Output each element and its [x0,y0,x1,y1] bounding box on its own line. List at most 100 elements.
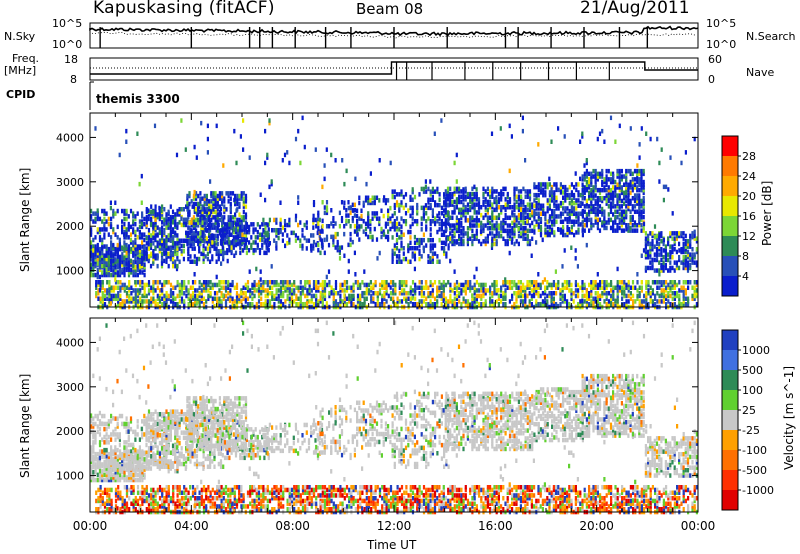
range-cell [103,256,106,261]
range-cell [112,267,115,273]
range-cell [588,185,591,190]
range-cell [431,189,434,194]
range-cell [400,288,404,293]
range-cell [240,191,243,196]
range-cell [307,238,311,243]
range-cell [603,179,606,185]
range-cell [150,204,153,209]
range-cell [596,282,599,288]
range-cell [590,209,593,214]
range-cell [673,291,676,296]
range-cell [653,257,656,263]
range-cell [436,189,439,194]
range-cell [420,205,423,211]
range-cell [160,288,163,293]
range-cell [265,242,268,248]
range-cell [176,254,179,259]
range-cell [103,288,107,293]
range-cell [286,293,289,299]
range-cell [210,223,213,228]
range-cell [416,237,419,243]
range-cell [436,291,439,296]
range-cell [305,301,309,306]
range-cell [107,272,110,278]
range-cell [413,256,417,262]
range-cell [601,182,604,187]
range-cell [232,229,235,235]
range-cell [367,200,370,206]
range-cell [455,296,459,301]
range-cell [343,181,346,187]
nsky-tick-low: 10^0 [52,38,83,51]
range-cell [618,220,621,225]
range-cell [664,257,667,263]
range-cell [141,249,144,254]
range-cell [263,250,266,256]
range-cell [546,285,549,290]
range-cell [209,285,212,290]
range-cell [662,268,665,273]
range-cell [347,205,350,211]
range-cell [158,238,161,243]
range-cell [114,257,117,262]
range-cell [216,236,219,241]
range-cell [548,224,551,230]
range-cell [145,256,148,262]
range-cell [689,252,692,257]
range-cell [460,189,463,194]
range-cell [315,224,318,229]
range-cell [117,299,120,304]
range-cell [528,228,532,234]
range-cell [363,296,366,301]
range-cell [568,200,571,206]
range-cell [682,291,685,296]
range-cell [422,245,425,250]
range-cell [431,194,434,200]
range-cell [559,302,562,307]
range-cell [612,293,615,299]
range-cell [537,216,540,222]
range-cell [517,189,520,194]
range-cell [381,282,384,288]
range-cell [264,230,267,236]
range-cell [486,236,489,241]
range-cell [103,302,107,307]
range-cell [321,184,324,190]
range-cell [500,233,503,239]
range-cell [627,293,630,299]
range-cell [460,236,463,241]
range-cell [227,280,230,285]
range-cell [440,211,443,216]
range-cell [564,190,567,195]
range-cell [588,177,591,182]
range-cell [128,293,131,299]
range-cell [480,285,483,290]
range-cell [152,280,155,285]
range-cell [284,285,287,290]
range-cell [473,207,476,213]
range-cell [238,204,241,209]
range-cell [462,187,465,192]
range-cell [378,291,382,296]
range-cell [180,285,184,290]
range-cell [629,198,632,204]
range-cell [354,176,357,182]
range-cell [216,199,219,204]
range-cell [187,251,190,257]
range-cell [455,280,459,285]
range-cell [642,179,645,185]
range-cell [318,217,321,223]
range-cell [629,214,632,220]
range-cell [469,220,472,226]
range-cell [649,231,652,236]
range-cell [638,171,641,177]
range-cell [245,237,248,243]
range-cell [588,196,591,201]
range-cell [427,254,430,259]
range-cell [644,241,647,247]
range-cell [651,244,654,249]
range-cell [660,268,663,273]
range-cell [605,225,608,231]
range-cell [312,200,316,205]
range-cell [522,282,525,288]
